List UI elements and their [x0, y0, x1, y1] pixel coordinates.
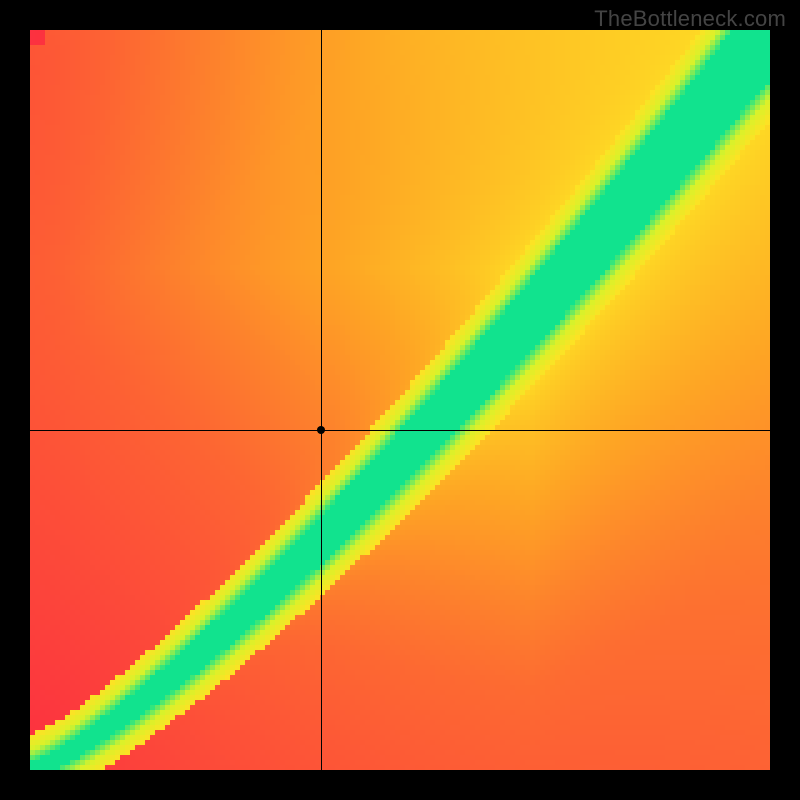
- heatmap-canvas: [30, 30, 770, 770]
- crosshair-horizontal: [30, 430, 770, 431]
- chart-outer: TheBottleneck.com: [0, 0, 800, 800]
- watermark-text: TheBottleneck.com: [594, 6, 786, 32]
- heatmap-plot: [30, 30, 770, 770]
- crosshair-vertical: [321, 30, 322, 770]
- crosshair-dot: [317, 426, 325, 434]
